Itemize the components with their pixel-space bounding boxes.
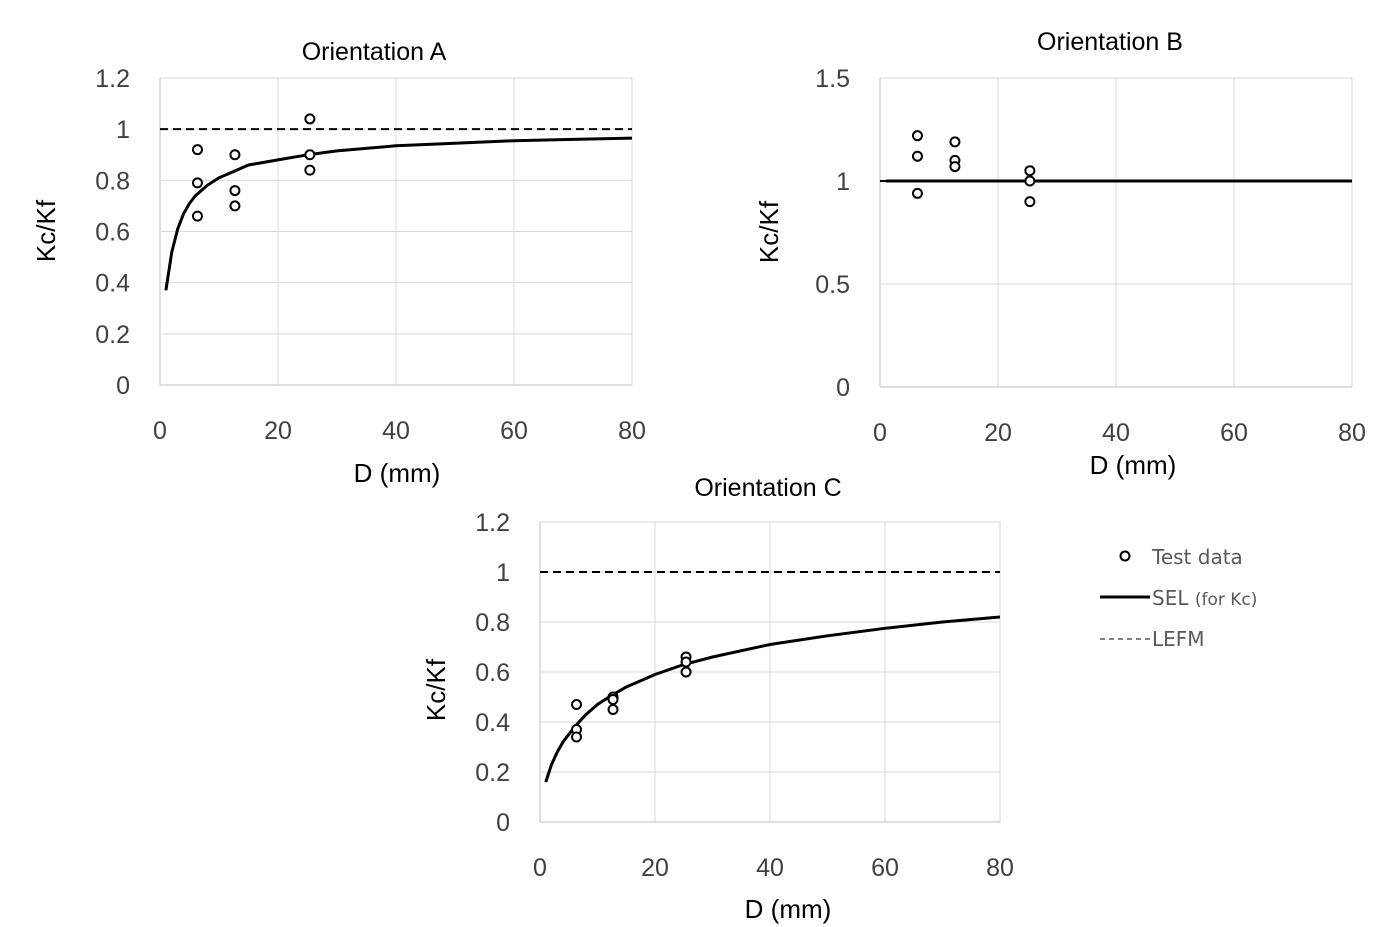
sel-curve <box>164 136 633 291</box>
test-data-point <box>191 210 203 222</box>
x-tick-label: 20 <box>264 417 292 445</box>
legend-sel-label: SEL (for Kc) <box>1152 586 1257 610</box>
sel-curve <box>544 615 1001 783</box>
legend: Test data SEL (for Kc) LEFM <box>1100 545 1257 651</box>
test-data-point <box>949 136 961 148</box>
test-data-point <box>571 731 583 743</box>
y-axis-label: Kc/Kf <box>31 199 61 262</box>
test-data-point <box>607 704 619 715</box>
y-tick-label: 1 <box>836 168 850 196</box>
test-data-point <box>949 161 961 173</box>
legend-lefm-label: LEFM <box>1152 627 1205 651</box>
x-tick-label: 60 <box>1220 419 1248 447</box>
test-data-point <box>229 200 241 212</box>
x-tick-label: 40 <box>382 417 410 445</box>
test-data-point <box>1024 175 1036 187</box>
x-tick-label: 80 <box>618 417 646 445</box>
legend-test-data-marker <box>1119 550 1131 562</box>
x-tick-label: 80 <box>1338 419 1366 447</box>
chart-title: Orientation B <box>1037 28 1183 56</box>
x-tick-label: 40 <box>756 854 784 882</box>
chart-panel-3: 0 20 40 60 80 0 0.2 0.4 0.6 0.8 1 1.2 Orientation C D… <box>421 474 1014 924</box>
x-axis-label: D (mm) <box>1090 450 1177 480</box>
chart-title: Orientation A <box>302 38 447 66</box>
x-tick-label: 60 <box>500 417 528 445</box>
legend-sel-note: (for Kc) <box>1195 590 1258 610</box>
legend-test-data-label: Test data <box>1151 545 1243 569</box>
test-data-point <box>229 149 241 161</box>
y-tick-label: 0.2 <box>95 321 130 349</box>
y-tick-label: 0.4 <box>475 709 510 737</box>
test-data-point <box>911 187 923 199</box>
y-tick-label: 1.5 <box>815 65 850 93</box>
x-tick-label: 0 <box>153 417 167 445</box>
y-axis-label: Kc/Kf <box>754 200 784 263</box>
x-tick-label: 0 <box>873 419 887 447</box>
y-tick-label: 0 <box>496 809 510 837</box>
legend-sel-text: SEL <box>1152 586 1189 610</box>
chart-panel-2: 0 20 40 60 80 0 0.5 1 1.5 Orientation B D (mm) Kc/K… <box>754 28 1366 480</box>
y-tick-label: 1.2 <box>475 509 510 537</box>
y-tick-label: 0.4 <box>95 270 130 298</box>
test-data-point <box>229 185 241 197</box>
y-tick-label: 0.6 <box>475 659 510 687</box>
test-data-point <box>304 149 316 161</box>
y-tick-label: 0.5 <box>815 271 850 299</box>
x-axis-label: D (mm) <box>354 458 441 488</box>
test-data-point <box>680 666 692 678</box>
x-axis-label: D (mm) <box>745 894 832 924</box>
test-data-point <box>191 177 203 189</box>
y-tick-label: 1 <box>116 116 130 144</box>
x-tick-label: 80 <box>986 854 1014 882</box>
y-tick-label: 1 <box>496 559 510 587</box>
y-tick-label: 0.2 <box>475 759 510 787</box>
test-data-point <box>191 144 203 156</box>
y-axis-label: Kc/Kf <box>421 658 451 721</box>
y-tick-label: 1.2 <box>95 65 130 93</box>
y-tick-label: 0 <box>116 372 130 400</box>
x-tick-label: 20 <box>641 854 669 882</box>
test-data-point <box>911 130 923 142</box>
x-tick-label: 20 <box>984 419 1012 447</box>
y-tick-label: 0.8 <box>95 167 130 195</box>
chart-title: Orientation C <box>694 474 841 502</box>
y-tick-label: 0.6 <box>95 219 130 247</box>
x-tick-label: 0 <box>533 854 547 882</box>
chart-panel-1: 0 20 40 60 80 0 0.2 0.4 0.6 0.8 1 1.2 Orientation A D… <box>31 38 646 488</box>
x-tick-label: 40 <box>1102 419 1130 447</box>
test-data-point <box>911 150 923 162</box>
test-data-point <box>571 699 583 710</box>
test-data-point <box>1024 196 1036 208</box>
y-tick-label: 0 <box>836 374 850 402</box>
test-data-point <box>680 656 692 668</box>
test-data-point <box>304 164 316 176</box>
test-data-point <box>304 113 316 125</box>
test-data-point <box>607 694 619 705</box>
y-tick-label: 0.8 <box>475 609 510 637</box>
test-data-point <box>1024 165 1036 177</box>
x-tick-label: 60 <box>871 854 899 882</box>
